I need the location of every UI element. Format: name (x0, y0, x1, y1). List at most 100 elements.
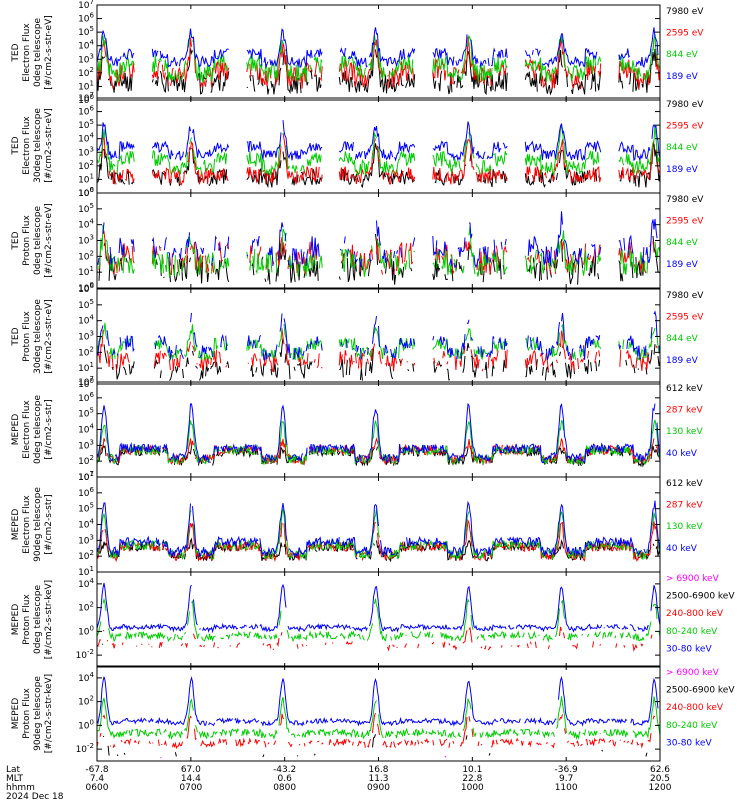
y-axis-label-line: 90deg telescope (33, 487, 43, 562)
y-tick-label: 103 (78, 234, 94, 247)
y-axis-label-line: [#/cm2-s-str-eV] (44, 299, 54, 374)
y-axis-label: TED Proton Flux 30deg telescope [#/cm2-s-st… (11, 299, 54, 374)
legend-entry: > 6900 keV (666, 574, 720, 584)
legend-entry: 130 keV (666, 522, 703, 532)
y-tick-label: 10-2 (76, 742, 94, 755)
y-axis-label-line: TED (11, 136, 21, 155)
y-tick-label: 104 (78, 314, 94, 327)
y-axis-label-line: MEPED (11, 414, 21, 446)
x-tick-label: 62.6 (650, 765, 670, 775)
x-tick-label: 1200 (649, 783, 672, 793)
y-axis-label-line: MEPED (11, 698, 21, 730)
series-line-7980-ev (103, 337, 660, 381)
legend-entry: 2500-6900 keV (666, 592, 735, 602)
x-tick-label: 0900 (367, 783, 390, 793)
y-axis-label-line: [#/cm2-s-str-keV] (44, 580, 54, 659)
x-tick-label: 0.6 (277, 774, 292, 784)
y-tick-label: 105 (78, 25, 94, 38)
legend-entry: 189 eV (666, 72, 699, 82)
series-line-844-ev (97, 30, 660, 84)
legend-entry: 2500-6900 keV (666, 686, 735, 696)
x-tick-label: 0700 (179, 783, 202, 793)
y-axis-label-line: [#/cm2-s-str-eV] (44, 203, 54, 278)
x-tick-label: 1000 (461, 783, 484, 793)
panel-3-series (97, 211, 660, 285)
panel-7-series (97, 582, 660, 666)
x-tick-label: 10.1 (462, 765, 482, 775)
series-line-844-ev (98, 224, 660, 279)
y-axis-label-line: 30deg telescope (33, 108, 43, 183)
y-tick-label: 107 (78, 0, 94, 11)
y-tick-label: 102 (78, 66, 94, 79)
y-tick-label: 106 (78, 391, 94, 404)
y-axis-label-line: Proton Flux (22, 215, 32, 266)
legend-entry: 7980 eV (666, 291, 704, 301)
y-tick-label: 106 (78, 486, 94, 499)
panel-6: 101 102 103 104 105 106 107 MEPED Electron Flux 9… (11, 470, 703, 578)
x-tick-label: 0800 (273, 783, 296, 793)
legend-entry: 612 keV (666, 384, 703, 394)
y-tick-label: 106 (78, 282, 94, 295)
y-axis-label-line: 0deg telescope (33, 585, 43, 655)
y-axis-label: MEPED Proton Flux 0deg telescope [#/cm2-s-s… (11, 580, 54, 659)
y-axis-label-line: Proton Flux (22, 311, 32, 362)
y-tick-label: 103 (78, 145, 94, 158)
x-tick-label: 0600 (86, 783, 109, 793)
y-tick-label: 101 (78, 470, 94, 483)
y-tick-label: 101 (78, 172, 94, 185)
x-tick-label: 22.8 (462, 774, 482, 784)
series-line-189-ev (97, 310, 660, 361)
y-tick-label: 104 (78, 218, 94, 231)
legend-entry: 80-240 keV (666, 627, 718, 637)
y-tick-label: 102 (78, 249, 94, 262)
y-axis-label-line: [#/cm2-s-str-eV] (44, 15, 54, 90)
y-tick-label: 106 (78, 105, 94, 118)
series-line-30-80-kev (97, 582, 660, 634)
y-tick-label: 105 (78, 202, 94, 215)
legend-entry: 189 eV (666, 356, 699, 366)
panel-4: 100 101 102 103 104 105 106 TED Proton Flux 30deg… (11, 282, 704, 390)
y-tick-label: 101 (78, 565, 94, 578)
y-axis-label-line: 30deg telescope (33, 299, 43, 374)
x-tick-label: 16.8 (368, 765, 388, 775)
y-tick-label: 102 (78, 601, 94, 614)
y-axis-label-line: Electron Flux (22, 116, 32, 175)
panel-8: 10-2 100 102 104 MEPED Proton Flux 90deg teles… (11, 665, 735, 762)
series-line-2500-6900-kev (103, 734, 649, 757)
y-tick-label: 103 (78, 533, 94, 546)
y-axis-label-line: 0deg telescope (33, 18, 43, 88)
y-tick-label: 100 (78, 93, 94, 106)
y-axis-label-line: [#/cm2-s-str] (44, 494, 54, 554)
x-tick-label: 9.7 (559, 774, 573, 784)
legend-entry: 189 eV (666, 165, 699, 175)
y-axis-label-line: MEPED (11, 604, 21, 636)
y-tick-label: 107 (78, 375, 94, 388)
series-line-189-ev (97, 120, 660, 162)
y-tick-label: 103 (78, 330, 94, 343)
y-tick-label: 101 (78, 79, 94, 92)
panel-7: 10-2 100 102 104 MEPED Proton Flux 0deg telesc… (11, 571, 735, 668)
x-row-label: Lat (6, 765, 21, 775)
series-line-40-kev (97, 402, 660, 464)
y-tick-label: 102 (78, 345, 94, 358)
x-tick-label: -36.9 (555, 765, 579, 775)
y-tick-label: 104 (78, 671, 94, 684)
legend-entry: 2595 eV (666, 217, 704, 227)
legend-entry: 612 keV (666, 479, 703, 489)
x-row-label: MLT (6, 774, 24, 784)
y-tick-label: 103 (78, 438, 94, 451)
panel-1-series (97, 27, 660, 94)
series-line-2595-ev (101, 133, 660, 186)
legend-entry: 40 keV (666, 449, 698, 459)
y-axis-label-line: MEPED (11, 509, 21, 541)
y-tick-label: 106 (78, 12, 94, 25)
y-axis-label-line: Proton Flux (22, 688, 32, 739)
panel-5: 101 102 103 104 105 106 107 MEPED Electron Flux 0… (11, 375, 703, 483)
legend-entry: 189 eV (666, 260, 699, 270)
y-tick-label: 106 (78, 186, 94, 199)
y-axis-label-line: TED (11, 231, 21, 250)
legend-entry: 844 eV (666, 238, 699, 248)
